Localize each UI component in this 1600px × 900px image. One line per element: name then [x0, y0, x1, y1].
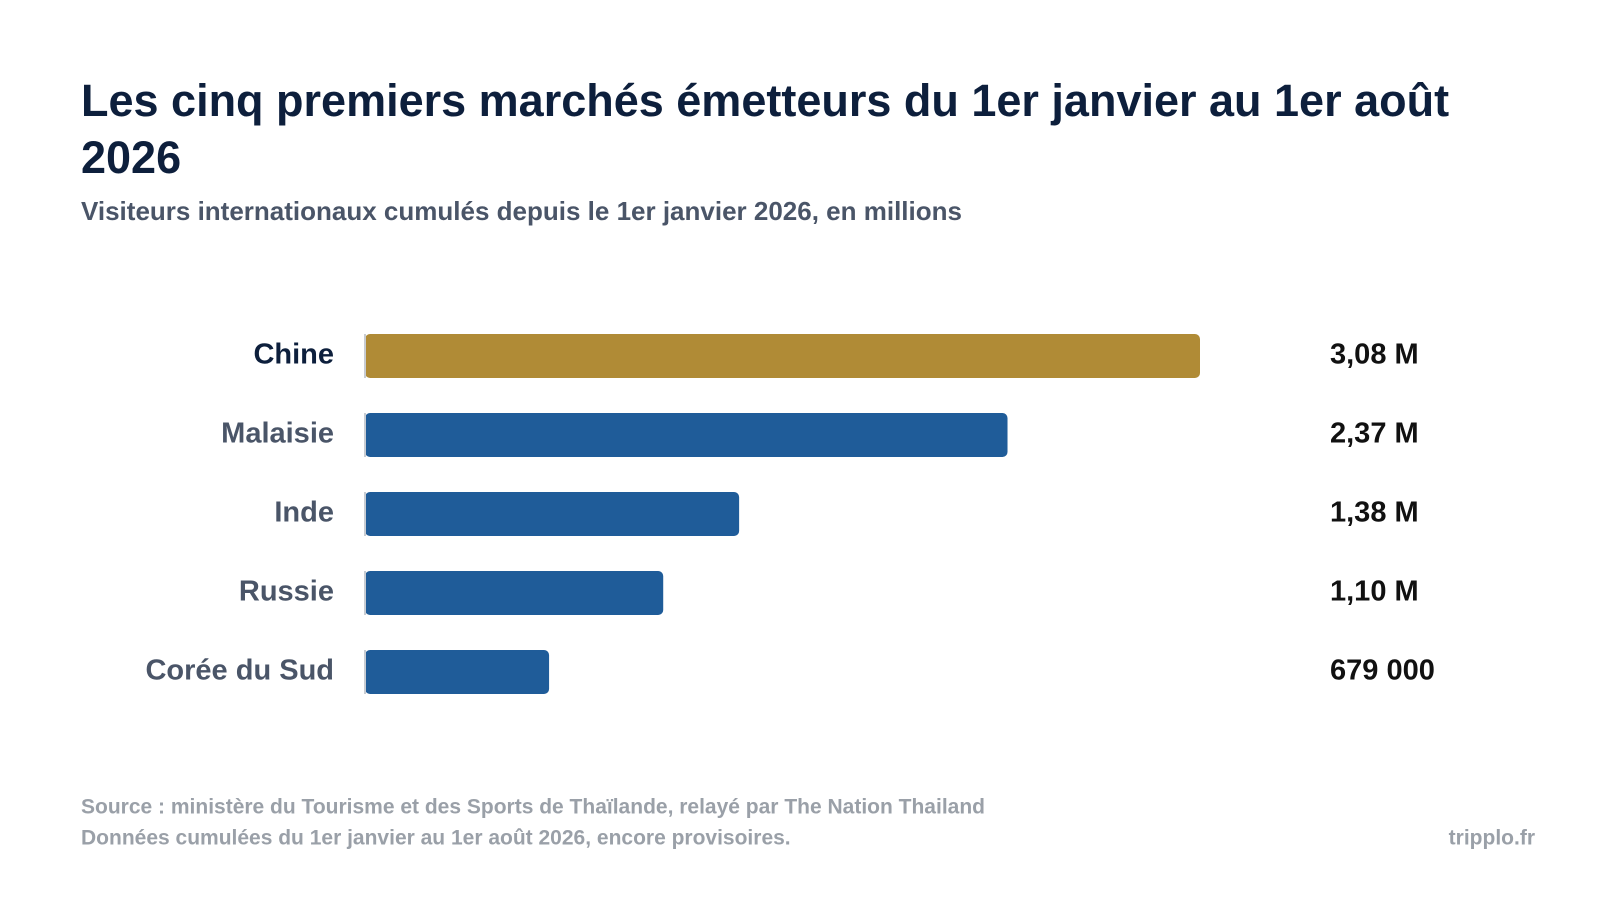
bar [365, 650, 550, 694]
category-label: Malaisie [221, 418, 334, 450]
category-label: Chine [253, 339, 334, 371]
chart-title: Les cinq premiers marchés émetteurs du 1… [81, 75, 1450, 183]
value-label: 1,38 M [1330, 497, 1419, 529]
bar [365, 492, 740, 536]
bar-base [364, 571, 366, 615]
category-label: Russie [239, 576, 334, 608]
bar-base [364, 492, 366, 536]
bar-base [364, 334, 366, 378]
data-note: Données cumulées du 1er janvier au 1er a… [81, 827, 791, 850]
category-label: Inde [274, 497, 334, 529]
bar [365, 334, 1200, 378]
bar [365, 571, 664, 615]
value-label: 3,08 M [1330, 339, 1419, 371]
brand: tripplo.fr [1449, 827, 1535, 850]
chart-subtitle: Visiteurs internationaux cumulés depuis … [81, 196, 962, 226]
bar-base [364, 650, 366, 694]
bar-base [364, 413, 366, 457]
bar [365, 413, 1008, 457]
source-note: Source : ministère du Tourisme et des Sp… [81, 796, 985, 819]
value-label: 1,10 M [1330, 576, 1419, 608]
category-label: Corée du Sud [145, 655, 334, 687]
value-label: 679 000 [1330, 655, 1435, 687]
value-label: 2,37 M [1330, 418, 1419, 450]
